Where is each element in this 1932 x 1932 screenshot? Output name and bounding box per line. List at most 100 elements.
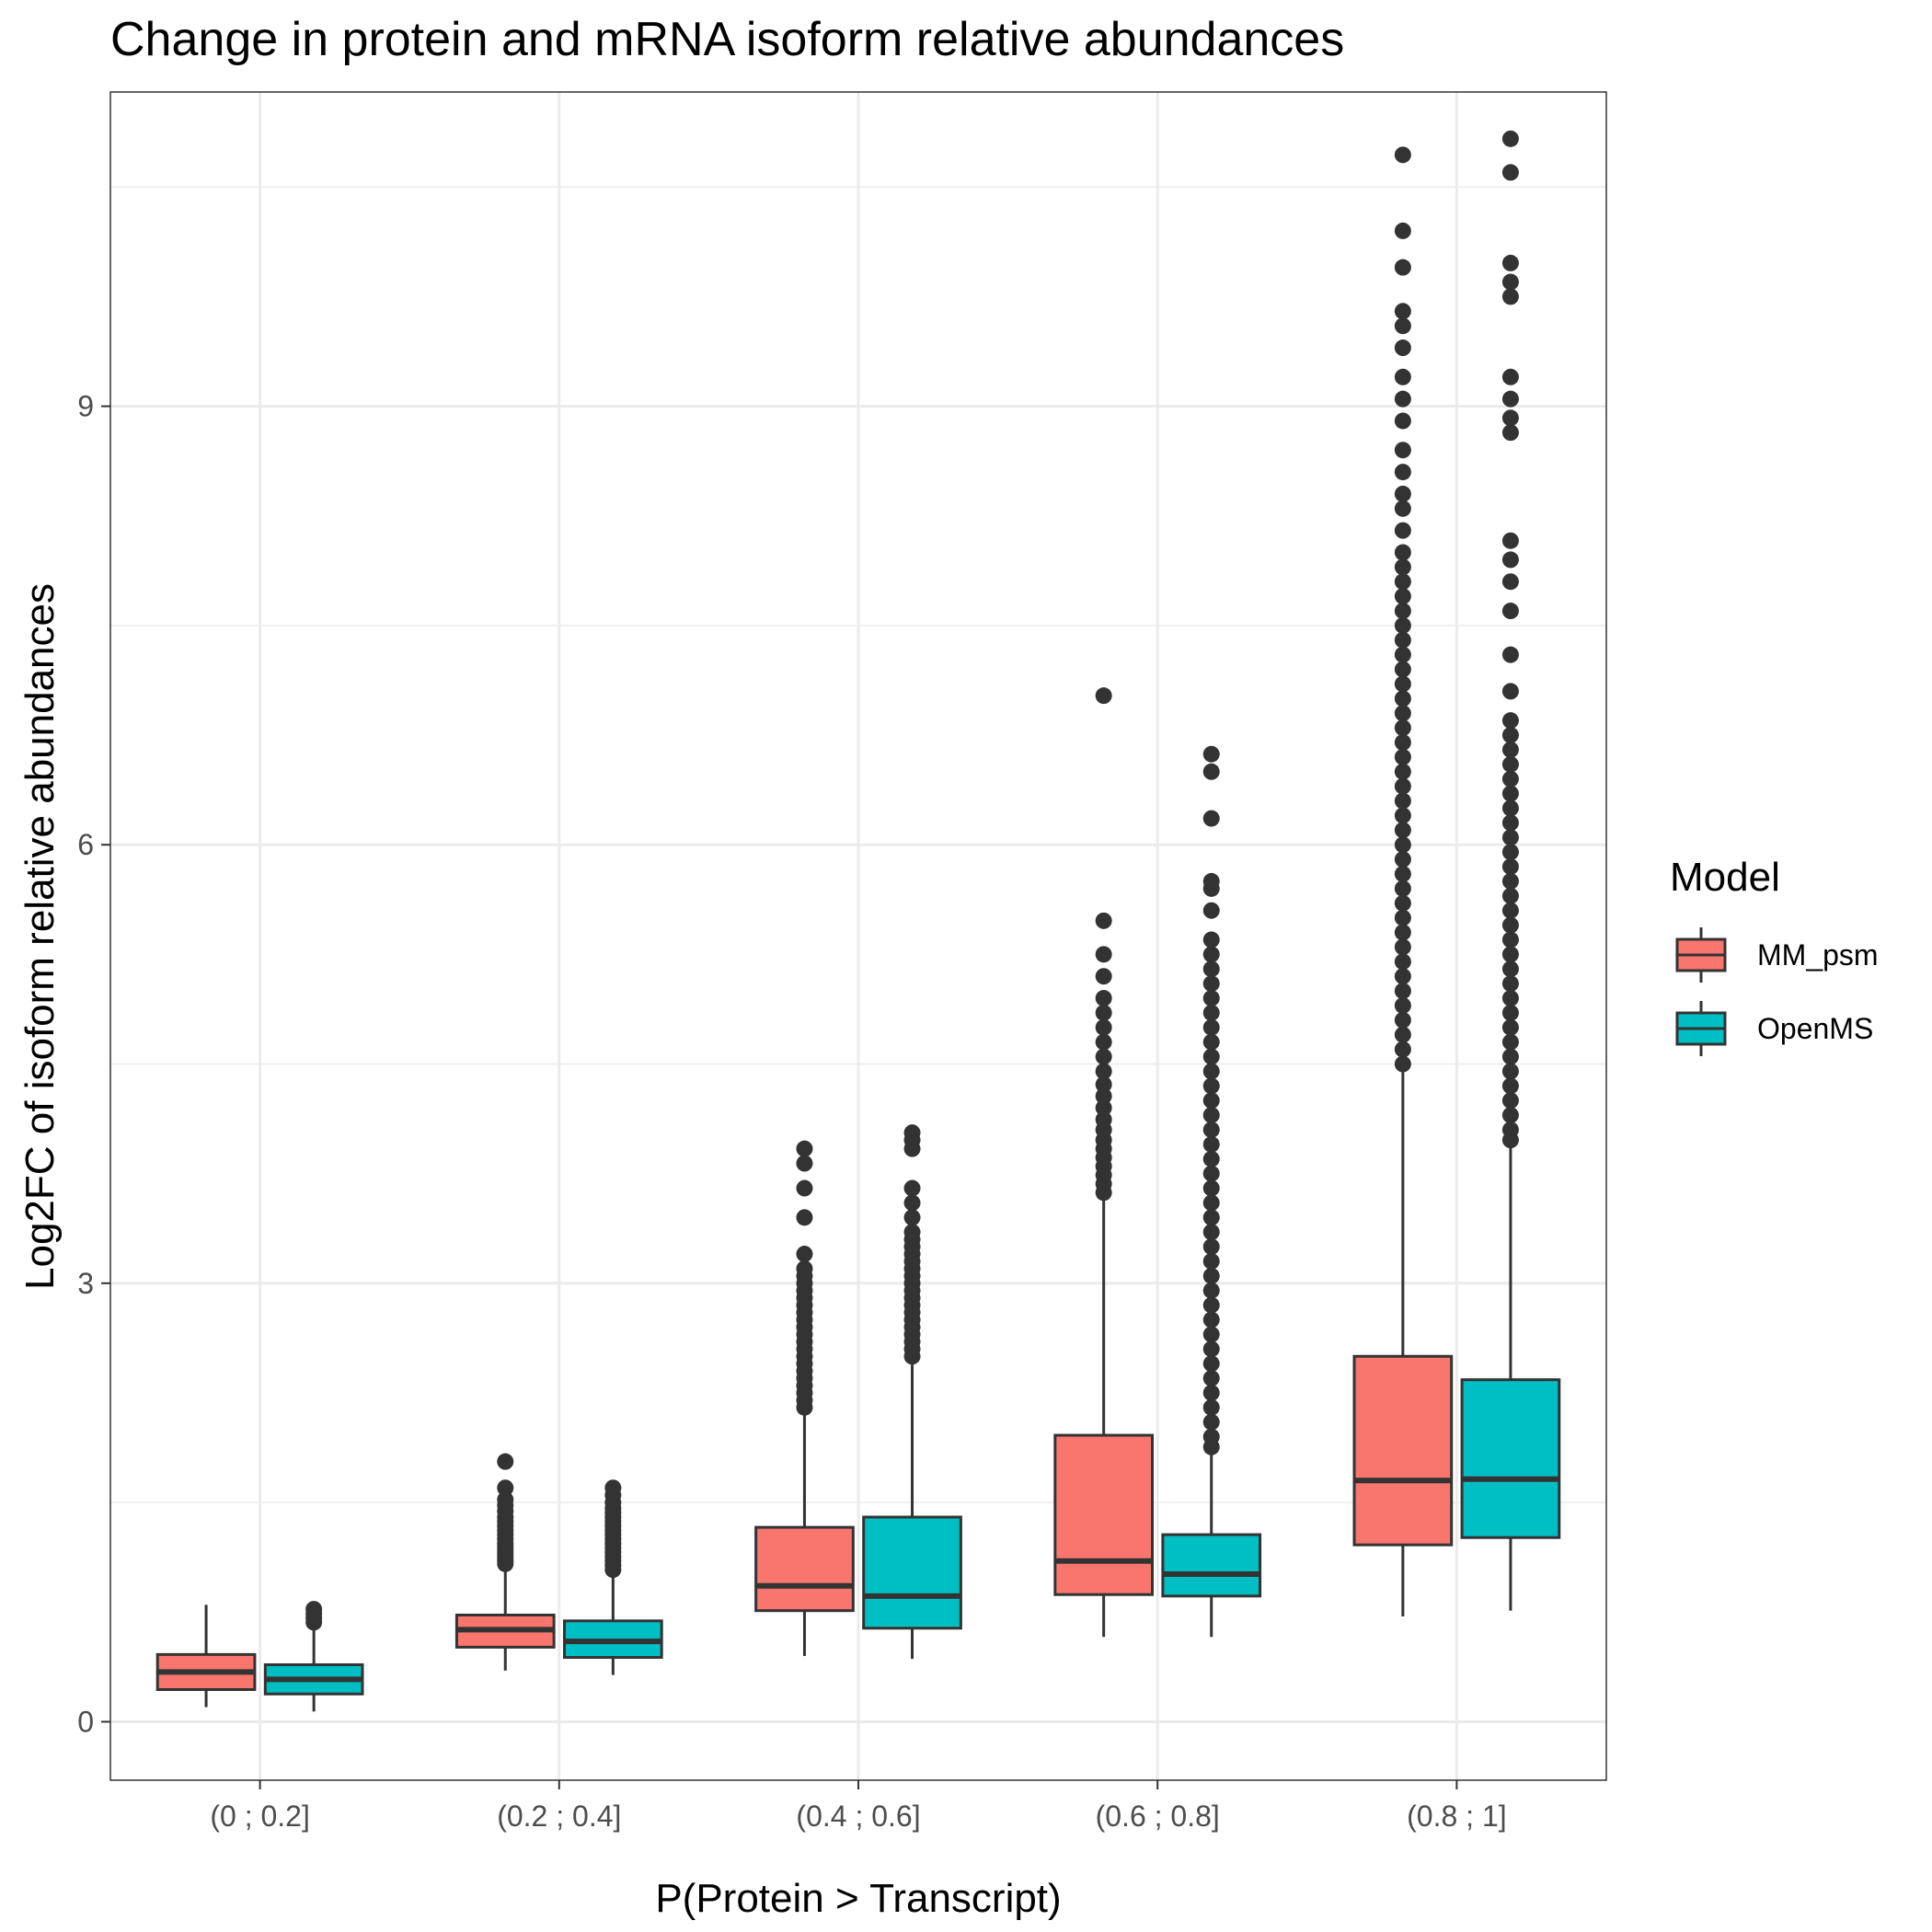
outlier-point bbox=[1394, 544, 1411, 561]
outlier-point bbox=[1202, 1267, 1220, 1284]
outlier-point bbox=[1501, 1004, 1519, 1021]
outlier-point bbox=[1501, 799, 1519, 817]
outlier-point bbox=[1501, 1063, 1519, 1080]
y-tick-label: 9 bbox=[77, 390, 94, 423]
outlier-point bbox=[1394, 763, 1411, 780]
outlier-point bbox=[1095, 968, 1112, 985]
outlier-point bbox=[1501, 288, 1519, 305]
outlier-point bbox=[1202, 1194, 1220, 1212]
outlier-point bbox=[1394, 748, 1411, 765]
outlier-point bbox=[1202, 745, 1220, 763]
outlier-point bbox=[604, 1479, 622, 1497]
box-iqr bbox=[862, 1515, 962, 1630]
gridlines bbox=[110, 92, 1606, 1780]
outlier-point bbox=[1202, 1092, 1220, 1110]
outlier-point bbox=[1394, 924, 1411, 941]
legend-title: Model bbox=[1670, 855, 1780, 900]
outlier-point bbox=[1501, 872, 1519, 890]
outlier-point bbox=[1095, 1110, 1112, 1128]
outlier-point bbox=[1202, 1179, 1220, 1197]
outlier-point bbox=[1501, 368, 1519, 385]
outlier-point bbox=[1202, 1252, 1220, 1270]
box-iqr bbox=[754, 1525, 855, 1613]
outlier-point bbox=[1394, 464, 1411, 481]
outlier-point bbox=[1394, 733, 1411, 751]
outlier-point bbox=[1394, 485, 1411, 502]
outlier-point bbox=[1394, 705, 1411, 722]
legend-label: OpenMS bbox=[1757, 1012, 1873, 1045]
y-tick-label: 3 bbox=[77, 1267, 94, 1300]
outlier-point bbox=[1394, 690, 1411, 707]
box-series bbox=[155, 130, 1561, 1712]
outlier-point bbox=[1095, 1087, 1112, 1105]
outlier-point bbox=[1394, 777, 1411, 795]
box-iqr bbox=[1460, 1378, 1561, 1539]
outlier-point bbox=[1095, 1018, 1112, 1036]
outlier-point bbox=[1202, 1282, 1220, 1299]
outlier-point bbox=[1202, 902, 1220, 919]
outlier-point bbox=[1501, 741, 1519, 758]
outlier-point bbox=[1501, 770, 1519, 788]
x-axis-title: P(Protein > Transcript) bbox=[655, 1876, 1061, 1921]
outlier-point bbox=[903, 1224, 921, 1241]
outlier-point bbox=[1501, 727, 1519, 744]
outlier-point bbox=[1394, 646, 1411, 663]
outlier-point bbox=[1501, 254, 1519, 271]
outlier-point bbox=[1394, 616, 1411, 634]
legend-label: MM_psm bbox=[1757, 938, 1879, 972]
outlier-point bbox=[1394, 339, 1411, 357]
outlier-point bbox=[1202, 1077, 1220, 1095]
x-tick-label: (0 ; 0.2] bbox=[210, 1800, 310, 1833]
outlier-point bbox=[1202, 1398, 1220, 1416]
box-iqr bbox=[1161, 1533, 1262, 1598]
outlier-point bbox=[1394, 1026, 1411, 1043]
outlier-point bbox=[796, 1259, 813, 1277]
outlier-point bbox=[1394, 412, 1411, 430]
x-tick-label: (0.8 ; 1] bbox=[1407, 1800, 1507, 1833]
outlier-point bbox=[1501, 902, 1519, 919]
outlier-point bbox=[1501, 532, 1519, 549]
outlier-point bbox=[1394, 603, 1411, 620]
outlier-point bbox=[1501, 573, 1519, 591]
outlier-point bbox=[1095, 1004, 1112, 1021]
outlier-point bbox=[1202, 1311, 1220, 1328]
outlier-point bbox=[1202, 931, 1220, 949]
outlier-point bbox=[1394, 1055, 1411, 1073]
outlier-point bbox=[1394, 522, 1411, 539]
outlier-point bbox=[1394, 631, 1411, 649]
outlier-point bbox=[1394, 894, 1411, 912]
outlier-point bbox=[1394, 938, 1411, 956]
outlier-point bbox=[1394, 836, 1411, 854]
outlier-point bbox=[1394, 303, 1411, 320]
outlier-point bbox=[497, 1453, 514, 1470]
outlier-point bbox=[1202, 1428, 1220, 1445]
outlier-point bbox=[1394, 222, 1411, 239]
outlier-point bbox=[1501, 844, 1519, 861]
outlier-point bbox=[1501, 858, 1519, 876]
outlier-point bbox=[1394, 661, 1411, 678]
x-tick-label: (0.6 ; 0.8] bbox=[1096, 1800, 1220, 1833]
outlier-point bbox=[1394, 996, 1411, 1014]
outlier-point bbox=[1501, 1107, 1519, 1124]
outlier-point bbox=[1202, 975, 1220, 993]
series-openms bbox=[263, 130, 1561, 1712]
outlier-point bbox=[1394, 822, 1411, 839]
outlier-point bbox=[1202, 1165, 1220, 1182]
outlier-point bbox=[497, 1490, 514, 1508]
outlier-point bbox=[1202, 1209, 1220, 1226]
y-axis-title: Log2FC of isoform relative abundances bbox=[17, 583, 63, 1290]
outlier-point bbox=[1394, 865, 1411, 882]
legend-key-mm-psm: MM_psm bbox=[1675, 927, 1879, 983]
outlier-point bbox=[1394, 1011, 1411, 1029]
outlier-point bbox=[1394, 880, 1411, 897]
outlier-point bbox=[1095, 1048, 1112, 1065]
chart-title: Change in protein and mRNA isoform relat… bbox=[110, 13, 1344, 66]
outlier-point bbox=[1202, 1355, 1220, 1373]
outlier-point bbox=[1501, 887, 1519, 904]
outlier-point bbox=[1202, 1004, 1220, 1021]
outlier-point bbox=[1394, 390, 1411, 408]
y-tick-label: 0 bbox=[77, 1705, 94, 1738]
outlier-point bbox=[1202, 1238, 1220, 1256]
outlier-point bbox=[1394, 573, 1411, 591]
